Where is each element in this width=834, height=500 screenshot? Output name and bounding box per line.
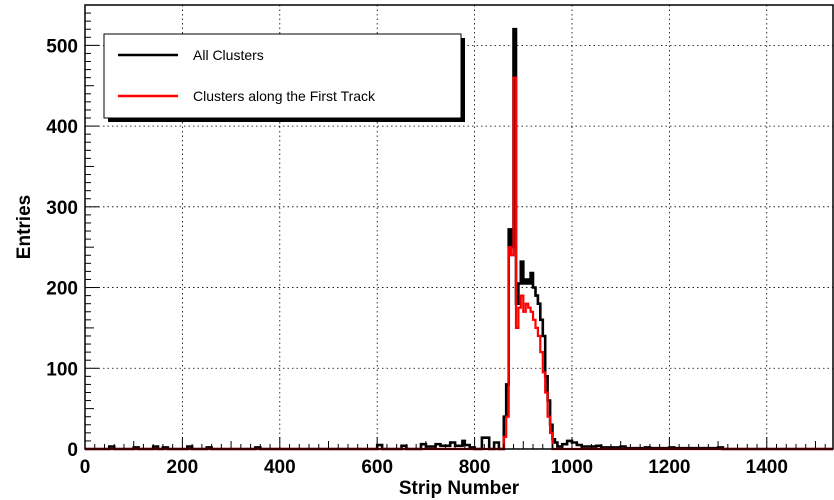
x-axis-title: Strip Number xyxy=(399,478,520,499)
x-tick-label: 0 xyxy=(80,457,91,478)
x-tick-label: 1000 xyxy=(551,457,593,478)
y-tick-label: 500 xyxy=(46,36,78,57)
x-tick-label: 800 xyxy=(459,457,491,478)
legend-label-first-track: Clusters along the First Track xyxy=(193,88,376,104)
y-tick-label: 0 xyxy=(67,440,78,461)
legend-label-all-clusters: All Clusters xyxy=(193,47,264,63)
x-tick-label: 400 xyxy=(264,457,296,478)
legend: All Clusters Clusters along the First Tr… xyxy=(103,33,465,122)
x-tick-label: 1200 xyxy=(648,457,690,478)
legend-box xyxy=(103,33,462,119)
ticks xyxy=(84,12,826,450)
y-tick-label: 100 xyxy=(46,359,78,380)
series-first-track xyxy=(85,76,833,451)
x-tick-label: 600 xyxy=(361,457,393,478)
y-tick-label: 400 xyxy=(46,117,78,138)
x-tick-label: 1400 xyxy=(746,457,788,478)
y-tick-label: 300 xyxy=(46,198,78,219)
y-tick-label: 200 xyxy=(46,279,78,300)
plot-frame xyxy=(84,4,834,450)
y-axis-title: Entries xyxy=(14,195,35,259)
x-tick-label: 200 xyxy=(167,457,199,478)
